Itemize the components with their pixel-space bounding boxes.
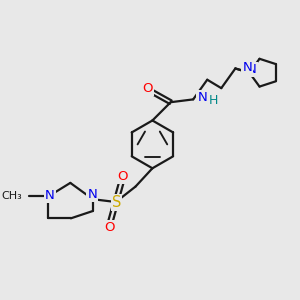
Text: N: N [45, 189, 55, 202]
Text: N: N [87, 188, 97, 201]
Text: S: S [112, 195, 121, 210]
Text: O: O [117, 170, 127, 183]
Text: N: N [247, 63, 256, 76]
Text: N: N [197, 91, 207, 103]
Text: O: O [104, 221, 115, 234]
Text: N: N [242, 61, 252, 74]
Text: CH₃: CH₃ [2, 191, 22, 201]
Text: H: H [208, 94, 218, 107]
Text: O: O [142, 82, 153, 95]
